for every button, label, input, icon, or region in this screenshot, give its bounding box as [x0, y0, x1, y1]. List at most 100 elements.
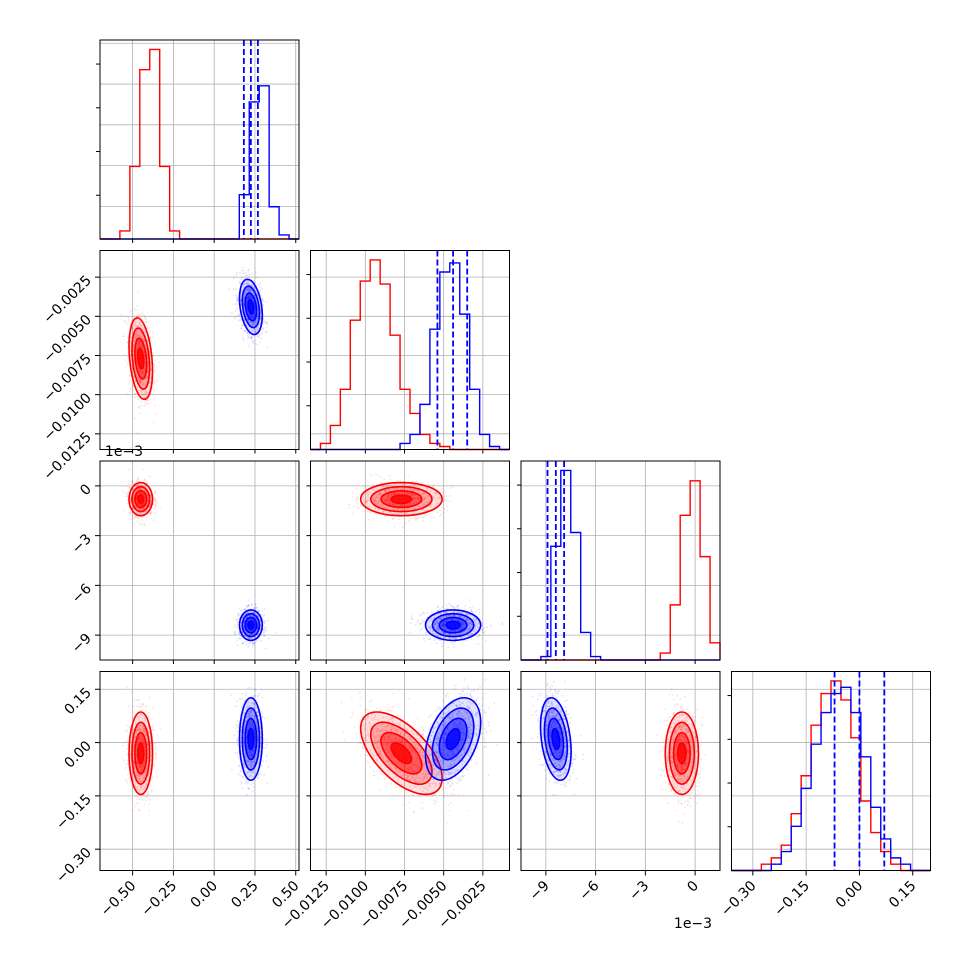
scatter-point: [143, 370, 146, 373]
scatter-point: [136, 305, 138, 308]
scatter-point: [474, 610, 477, 613]
scatter-point: [413, 496, 416, 499]
scatter-point: [139, 324, 142, 327]
scatter-point: [261, 287, 264, 290]
scatter-point: [152, 351, 155, 354]
scatter-point: [259, 282, 262, 285]
scatter-point: [150, 499, 152, 502]
scatter-point: [138, 508, 141, 510]
scatter-point: [141, 371, 144, 373]
scatter-point: [135, 515, 138, 518]
scatter-point: [242, 615, 245, 617]
scatter-point: [249, 629, 251, 632]
scatter-point: [381, 503, 384, 506]
scatter-point: [401, 487, 404, 490]
scatter-point: [424, 492, 426, 495]
scatter-point: [274, 631, 277, 634]
scatter-point: [240, 275, 243, 278]
scatter-point: [240, 269, 243, 272]
scatter-point: [158, 361, 161, 364]
scatter-point: [152, 382, 155, 385]
contour-line-blue: [247, 299, 255, 315]
contour-line-blue: [241, 612, 261, 638]
scatter-point: [140, 343, 143, 346]
scatter-point: [135, 348, 138, 351]
scatter-point: [253, 611, 256, 614]
scatter-point: [427, 483, 430, 486]
scatter-point: [417, 621, 419, 623]
scatter-point: [375, 500, 378, 502]
scatter-point: [400, 511, 402, 514]
scatter-point: [392, 503, 394, 506]
scatter-point: [146, 353, 149, 355]
scatter-point: [139, 491, 142, 494]
scatter-point: [149, 511, 152, 514]
scatter-point: [145, 491, 148, 494]
scatter-point: [251, 314, 253, 317]
scatter-point: [137, 341, 140, 344]
scatter-point: [141, 375, 144, 378]
scatter-point: [374, 498, 377, 501]
scatter-point: [249, 618, 252, 621]
scatter-point: [251, 641, 254, 644]
scatter-point: [395, 488, 398, 491]
scatter-point: [132, 349, 135, 352]
scatter-point: [246, 296, 249, 299]
scatter-point: [149, 497, 152, 500]
scatter-point: [248, 288, 251, 291]
scatter-point: [238, 315, 241, 317]
scatter-point: [251, 330, 254, 332]
scatter-point: [137, 345, 139, 347]
scatter-point: [423, 498, 426, 501]
scatter-point: [410, 494, 413, 497]
scatter-point: [417, 619, 420, 622]
scatter-point: [153, 505, 156, 507]
scatter-point: [259, 288, 262, 291]
scatter-point: [147, 363, 149, 366]
scatter-point: [414, 488, 417, 491]
scatter-point: [140, 504, 143, 506]
scatter-point: [136, 341, 139, 344]
scatter-point: [254, 308, 257, 311]
scatter-point: [253, 316, 256, 318]
scatter-point: [246, 281, 249, 284]
scatter-point: [245, 301, 248, 304]
scatter-point: [244, 612, 247, 615]
scatter-point: [242, 272, 244, 275]
scatter-point: [247, 629, 250, 632]
scatter-point: [139, 492, 142, 495]
scatter-point: [140, 380, 143, 383]
scatter-point: [259, 317, 262, 320]
scatter-point: [247, 268, 250, 271]
scatter-point: [139, 313, 142, 316]
scatter-point: [433, 483, 435, 486]
scatter-point: [239, 282, 241, 285]
scatter-point: [135, 335, 138, 338]
scatter-point: [136, 479, 139, 482]
scatter-point: [408, 517, 411, 520]
scatter-point: [141, 504, 144, 507]
scatter-point: [420, 516, 422, 519]
scatter-point: [141, 484, 144, 487]
scatter-point: [430, 506, 433, 508]
scatter-point: [139, 507, 142, 510]
scatter-point: [146, 357, 149, 359]
scatter-point: [245, 617, 247, 619]
scatter-point: [148, 348, 151, 351]
scatter-point: [132, 308, 135, 311]
scatter-point: [386, 499, 389, 501]
scatter-point: [132, 497, 135, 500]
scatter-point: [247, 604, 250, 607]
scatter-point: [132, 389, 134, 392]
scatter-point: [153, 512, 156, 515]
scatter-point: [132, 488, 134, 491]
scatter-point: [143, 340, 146, 343]
scatter-point: [411, 480, 414, 483]
scatter-point: [138, 488, 141, 491]
scatter-point: [141, 371, 144, 373]
scatter-point: [252, 316, 255, 319]
scatter-point: [146, 377, 148, 379]
scatter-point: [149, 398, 152, 401]
scatter-point: [258, 333, 261, 336]
scatter-point: [236, 308, 238, 310]
